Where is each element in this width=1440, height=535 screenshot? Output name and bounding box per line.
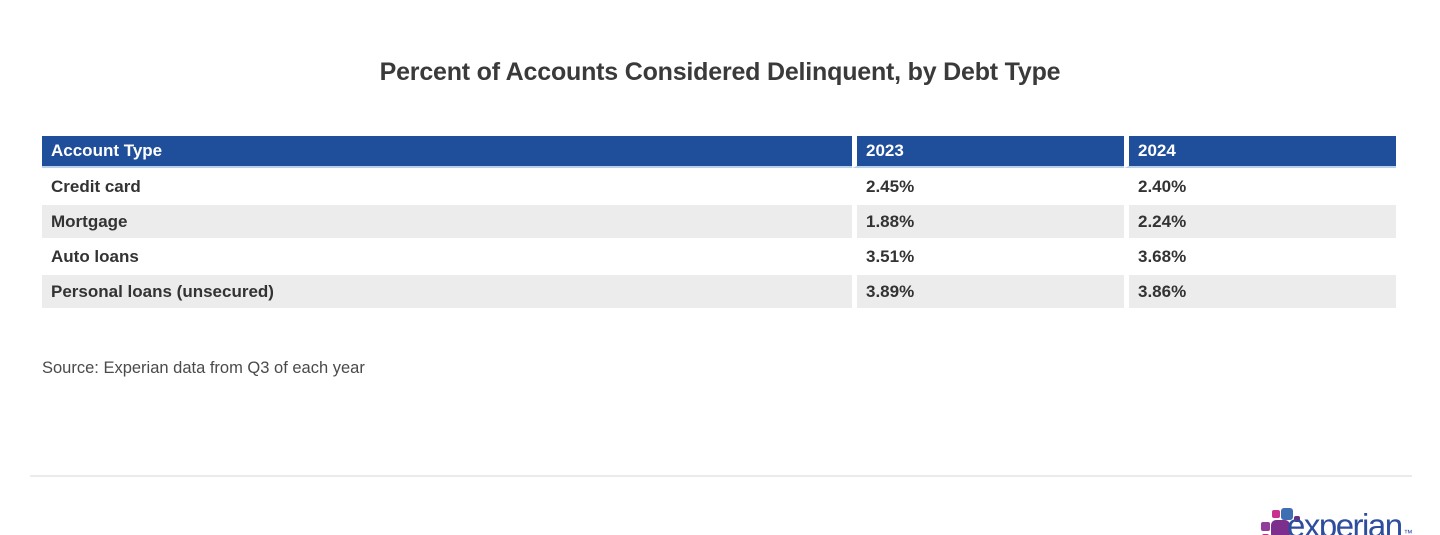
value-2023: 2.45% [852,170,1124,203]
row-label: Credit card [42,170,852,203]
row-label: Mortgage [42,205,852,238]
value-2024: 3.86% [1124,275,1396,308]
table-row: Mortgage 1.88% 2.24% [42,205,1396,238]
table-row: Auto loans 3.51% 3.68% [42,240,1396,273]
delinquency-table-container: Account Type 2023 2024 Credit card 2.45%… [42,134,1396,310]
logo-square-purple-tiny-icon [1294,516,1300,522]
column-header-2023: 2023 [852,136,1124,168]
row-label: Personal loans (unsecured) [42,275,852,308]
value-2023: 3.51% [852,240,1124,273]
column-header-account-type: Account Type [42,136,852,168]
experian-logo: experian ™ [1247,503,1413,535]
logo-square-blue-icon [1281,508,1293,520]
experian-wordmark: experian ™ [1287,507,1413,535]
logo-square-purple-small-icon [1261,522,1270,531]
value-2024: 2.24% [1124,205,1396,238]
source-note: Source: Experian data from Q3 of each ye… [42,359,365,377]
value-2023: 3.89% [852,275,1124,308]
table-row: Credit card 2.45% 2.40% [42,170,1396,203]
logo-square-purple-large-icon [1271,520,1290,535]
value-2023: 1.88% [852,205,1124,238]
delinquency-table: Account Type 2023 2024 Credit card 2.45%… [42,134,1396,310]
table-row: Personal loans (unsecured) 3.89% 3.86% [42,275,1396,308]
value-2024: 3.68% [1124,240,1396,273]
table-header-row: Account Type 2023 2024 [42,136,1396,168]
value-2024: 2.40% [1124,170,1396,203]
row-label: Auto loans [42,240,852,273]
trademark-symbol: ™ [1403,528,1413,535]
column-header-2024: 2024 [1124,136,1396,168]
page-title: Percent of Accounts Considered Delinquen… [379,58,1061,86]
logo-square-magenta-small-icon [1272,510,1280,518]
horizontal-divider [30,475,1412,477]
